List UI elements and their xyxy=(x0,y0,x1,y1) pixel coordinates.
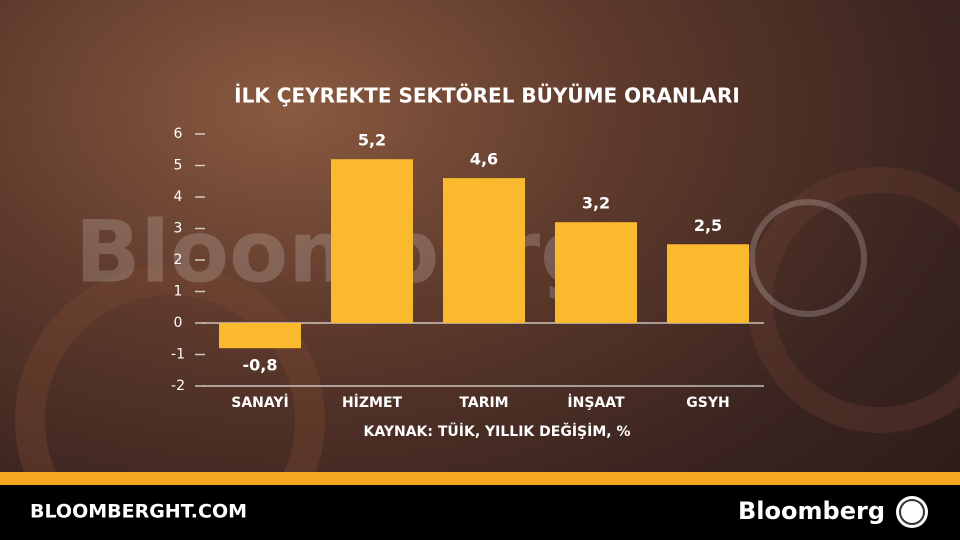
y-tick-label: 2 xyxy=(174,252,183,268)
bar xyxy=(331,159,413,323)
y-tick-label: -1 xyxy=(171,347,185,363)
value-label: 3,2 xyxy=(582,194,610,213)
y-tick-label: 5 xyxy=(174,158,183,174)
bar xyxy=(443,178,525,323)
bar xyxy=(555,222,637,323)
footer-logo-ring xyxy=(899,499,925,525)
y-tick-label: 4 xyxy=(174,189,183,205)
value-label: 4,6 xyxy=(470,150,498,169)
value-label: 2,5 xyxy=(694,216,722,235)
accent-strip xyxy=(0,472,960,485)
footer-site: BLOOMBERGHT.COM xyxy=(30,501,247,523)
chart-title: İLK ÇEYREKTE SEKTÖREL BÜYÜME ORANLARI xyxy=(234,84,740,108)
bar xyxy=(667,244,749,323)
value-label: 5,2 xyxy=(358,131,386,150)
bar xyxy=(219,323,301,349)
watermark-logo xyxy=(749,199,867,317)
x-tick-label: SANAYİ xyxy=(231,394,288,411)
y-tick-label: 6 xyxy=(174,126,183,142)
y-tick-label: 3 xyxy=(174,221,183,237)
y-tick-label: 0 xyxy=(174,315,183,331)
y-tick-label: -2 xyxy=(171,378,185,394)
y-tick-label: 1 xyxy=(174,284,183,300)
footer-brand: Bloomberg xyxy=(738,497,885,525)
background-gear xyxy=(15,265,325,540)
footer-bar xyxy=(0,485,960,540)
source: KAYNAK: TÜİK, YILLIK DEĞİŞİM, % xyxy=(364,422,631,440)
value-label: -0,8 xyxy=(243,356,278,375)
background-gear xyxy=(747,167,960,433)
x-tick-label: İNŞAAT xyxy=(567,394,625,411)
x-tick-label: HİZMET xyxy=(342,394,403,411)
x-tick-label: GSYH xyxy=(686,395,729,411)
x-tick-label: TARIM xyxy=(459,395,508,411)
